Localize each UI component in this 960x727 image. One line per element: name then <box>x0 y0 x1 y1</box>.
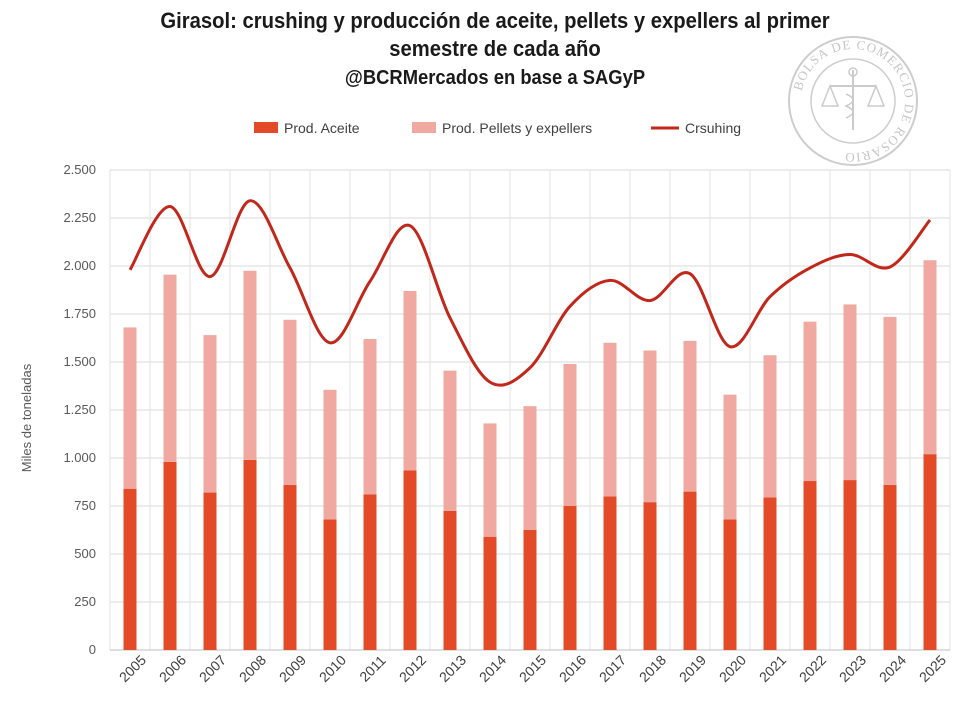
bar-prod-pellets-expellers <box>443 370 457 511</box>
bar-prod-pellets-expellers <box>523 406 537 530</box>
bar-prod-pellets-expellers <box>683 340 697 492</box>
x-tick-label: 2017 <box>596 652 629 685</box>
y-tick-label: 2.500 <box>63 162 96 177</box>
chart-subtitle: @BCRMercados en base a SAGyP <box>344 67 646 89</box>
bar-prod-pellets-expellers <box>723 394 737 520</box>
bar-prod-pellets-expellers <box>123 327 137 489</box>
x-tick-label: 2008 <box>236 652 269 685</box>
bar-prod-aceite <box>123 488 137 650</box>
bar-prod-pellets-expellers <box>203 335 217 493</box>
y-axis-ticks: 0 250 500 750 1.000 1.250 1.500 1.750 2.000 2.250… <box>63 162 96 657</box>
y-tick-label: 2.000 <box>63 258 96 273</box>
x-tick-label: 2007 <box>196 652 229 685</box>
x-tick-label: 2013 <box>436 652 469 685</box>
bar-prod-pellets-expellers <box>883 316 897 485</box>
bar-prod-aceite <box>563 506 577 650</box>
x-tick-label: 2021 <box>756 652 789 685</box>
bar-prod-aceite <box>683 491 697 650</box>
bar-prod-aceite <box>283 484 297 650</box>
bar-prod-pellets-expellers <box>323 389 337 520</box>
y-tick-label: 1.750 <box>63 306 96 321</box>
bar-prod-aceite <box>443 510 457 650</box>
bar-prod-pellets-expellers <box>603 342 617 497</box>
bar-prod-pellets-expellers <box>563 363 577 506</box>
line-series <box>128 199 932 387</box>
y-tick-label: 0 <box>89 642 96 657</box>
x-tick-label: 2005 <box>116 652 149 685</box>
bar-prod-pellets-expellers <box>363 338 377 495</box>
bar-prod-pellets-expellers <box>803 321 817 482</box>
bar-prod-aceite <box>363 494 377 650</box>
bar-prod-pellets-expellers <box>763 355 777 498</box>
legend: Prod. Aceite Prod. Pellets y expellers Crs… <box>254 120 741 136</box>
bar-prod-pellets-expellers <box>923 260 937 455</box>
bar-prod-pellets-expellers <box>283 319 297 485</box>
bar-prod-aceite <box>323 519 337 650</box>
x-tick-label: 2023 <box>836 652 869 685</box>
x-tick-label: 2006 <box>156 652 189 685</box>
x-tick-label: 2015 <box>516 652 549 685</box>
bar-prod-pellets-expellers <box>403 290 417 471</box>
chart-title-line2: semestre de cada año <box>389 36 601 61</box>
bar-prod-aceite <box>923 454 937 650</box>
x-tick-label: 2022 <box>796 652 829 685</box>
bar-prod-aceite <box>523 530 537 650</box>
bar-prod-pellets-expellers <box>843 304 857 481</box>
y-tick-label: 250 <box>74 594 96 609</box>
bar-prod-aceite <box>723 519 737 650</box>
bar-prod-aceite <box>843 480 857 650</box>
x-tick-label: 2025 <box>916 652 949 685</box>
x-tick-label: 2011 <box>356 652 389 685</box>
x-tick-label: 2016 <box>556 652 589 685</box>
x-tick-label: 2009 <box>276 652 309 685</box>
y-tick-label: 1.250 <box>63 402 96 417</box>
bar-prod-pellets-expellers <box>163 274 177 462</box>
x-tick-label: 2020 <box>716 652 749 685</box>
y-tick-label: 2.250 <box>63 210 96 225</box>
y-tick-label: 750 <box>74 498 96 513</box>
y-tick-label: 1.500 <box>63 354 96 369</box>
y-tick-label: 500 <box>74 546 96 561</box>
x-tick-label: 2012 <box>396 652 429 685</box>
bar-prod-pellets-expellers <box>643 350 657 503</box>
x-tick-label: 2010 <box>316 652 349 685</box>
bar-prod-aceite <box>483 536 497 650</box>
bar-prod-aceite <box>163 461 177 650</box>
bar-prod-aceite <box>203 492 217 650</box>
bar-prod-aceite <box>883 484 897 650</box>
y-axis-label: Miles de toneladas <box>19 363 34 472</box>
x-tick-label: 2019 <box>676 652 709 685</box>
bar-prod-aceite <box>403 470 417 650</box>
y-tick-label: 1.000 <box>63 450 96 465</box>
chart-title-line1: Girasol: crushing y producción de aceite… <box>160 8 830 33</box>
legend-label: Prod. Pellets y expellers <box>442 120 592 136</box>
legend-label: Prod. Aceite <box>284 120 360 136</box>
bar-prod-aceite <box>803 481 817 650</box>
legend-swatch <box>412 122 436 133</box>
x-axis-ticks: 2005 2006 2007 2008 2009 2010 2011 2012 2013 2014… <box>116 652 949 685</box>
bar-prod-aceite <box>643 502 657 650</box>
legend-swatch <box>254 122 278 133</box>
bar-prod-pellets-expellers <box>483 423 497 537</box>
bar-prod-aceite <box>763 497 777 650</box>
bar-series <box>123 260 937 650</box>
bar-prod-aceite <box>243 459 257 650</box>
x-tick-label: 2014 <box>476 652 509 685</box>
x-tick-label: 2024 <box>876 652 909 685</box>
bar-prod-pellets-expellers <box>243 270 257 460</box>
bar-prod-aceite <box>603 496 617 650</box>
x-tick-label: 2018 <box>636 652 669 685</box>
bcr-seal-logo: BOLSA DE COMERCIO DE ROSARIO <box>788 36 918 166</box>
legend-label: Crsuhing <box>685 120 741 136</box>
